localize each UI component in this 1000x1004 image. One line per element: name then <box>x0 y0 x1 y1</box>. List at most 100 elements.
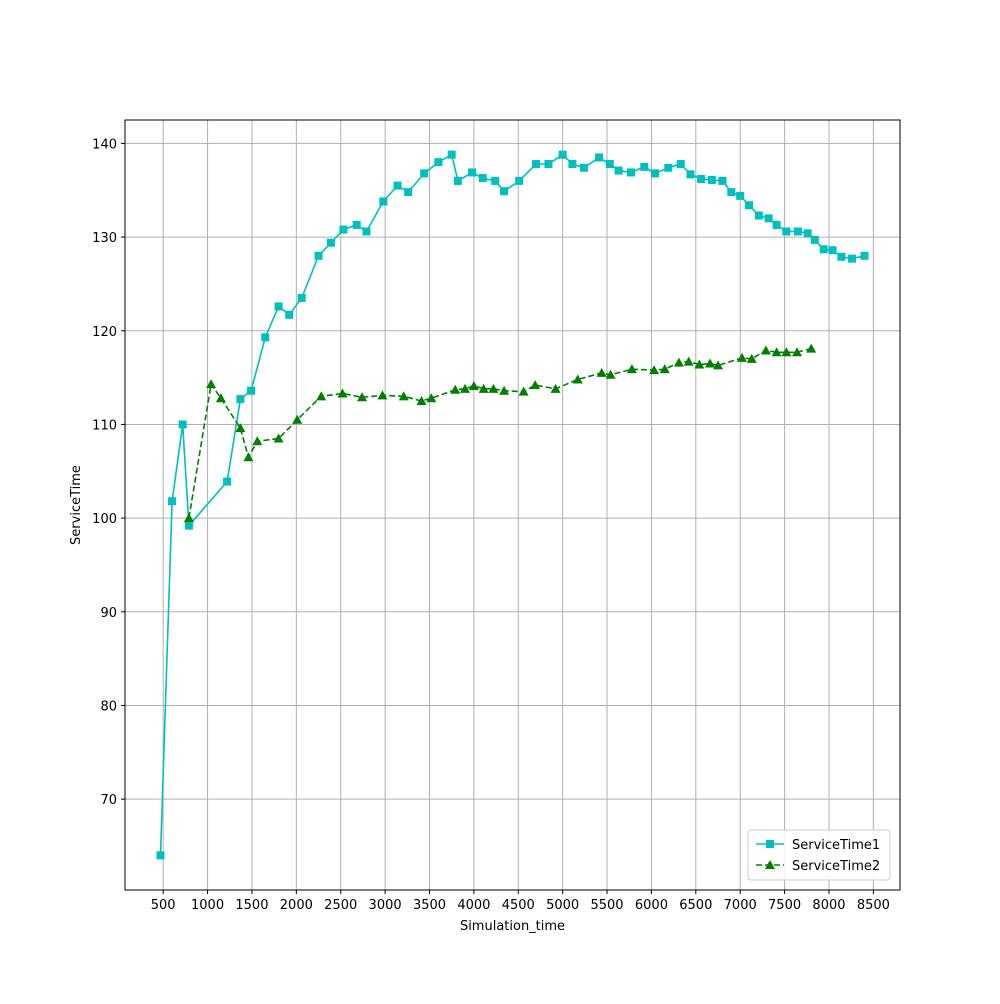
series-1-point <box>532 160 541 169</box>
series-1-point <box>558 150 567 159</box>
series-1-point <box>393 181 402 190</box>
series-1-point <box>339 225 348 234</box>
legend-entry-1: ServiceTime1 <box>756 838 880 853</box>
series-1-point <box>156 851 165 860</box>
series-2-point <box>252 436 263 446</box>
series-1-point <box>605 160 614 169</box>
series-1-point <box>223 477 232 486</box>
series-1-point <box>178 420 187 429</box>
x-tick-label: 3000 <box>369 898 402 913</box>
x-tick-label: 3500 <box>413 898 446 913</box>
series-2-point <box>183 513 194 523</box>
series-1-point <box>544 160 553 169</box>
series-2-point <box>605 369 616 379</box>
plot-frame <box>124 119 901 891</box>
series-2-point <box>426 393 437 403</box>
series-1-point <box>828 246 837 255</box>
x-axis-label: Simulation_time <box>460 919 565 934</box>
series-1-point <box>676 160 685 169</box>
legend-label: ServiceTime1 <box>792 838 880 853</box>
series-1-point <box>515 176 524 185</box>
x-tick-label: 7000 <box>724 898 757 913</box>
series-2-point <box>760 345 771 355</box>
tick-layer: 500 1000 1500 2000 2500 3000 3500 4000 4500 5000 5… <box>92 137 890 913</box>
series-2-point <box>398 391 409 401</box>
series-2-line <box>188 347 812 519</box>
series-1-point <box>468 168 477 177</box>
series-2-point <box>596 367 607 377</box>
series-2-point <box>705 358 716 368</box>
y-tick-label: 130 <box>92 231 117 246</box>
legend-box <box>747 829 891 881</box>
series-1-point <box>718 176 727 185</box>
legend-marker <box>765 860 775 869</box>
series-2-point <box>488 383 499 393</box>
series-1-point <box>420 169 429 178</box>
series-1-point <box>614 166 623 175</box>
series-1 <box>156 150 869 860</box>
series-2-point <box>478 383 489 393</box>
series-1-point <box>793 227 802 236</box>
series-2-point <box>792 347 803 357</box>
x-tick-label: 6500 <box>679 898 712 913</box>
grid <box>125 120 900 890</box>
series-2-point <box>468 381 479 391</box>
x-tick-label: 2000 <box>280 898 313 913</box>
series-2-point <box>530 380 541 390</box>
series-1-point <box>772 220 781 229</box>
y-tick-label: 120 <box>92 325 117 340</box>
series-2-point <box>713 360 724 370</box>
series-1-point <box>686 170 695 179</box>
series-1-point <box>261 333 270 342</box>
y-axis-label: ServiceTime <box>69 465 84 545</box>
series-1-point <box>810 235 819 244</box>
series-2-point <box>572 374 583 384</box>
series-1-point <box>745 201 754 210</box>
series-1-point <box>595 153 604 162</box>
series-1-point <box>404 188 413 197</box>
series-1-point <box>707 175 716 184</box>
series-2-point <box>550 383 561 393</box>
x-tick-label: 1000 <box>191 898 224 913</box>
series-1-point <box>727 188 736 197</box>
series-1-line <box>159 153 865 856</box>
series-2-point <box>243 452 254 462</box>
series-1-point <box>236 395 245 404</box>
series-1-point <box>168 497 177 506</box>
series-1-point <box>297 293 306 302</box>
x-tick-label: 4500 <box>502 898 535 913</box>
series-2-point <box>683 356 694 366</box>
series-1-point <box>664 163 673 172</box>
series-2-point <box>649 365 660 375</box>
series-2 <box>183 343 817 523</box>
x-tick-label: 5500 <box>590 898 623 913</box>
series-1-point <box>500 187 509 196</box>
series-2-point <box>337 388 348 398</box>
series-2-point <box>235 423 246 433</box>
y-tick-label: 140 <box>92 137 117 152</box>
series-1-point <box>627 168 636 177</box>
x-tick-label: 7500 <box>768 898 801 913</box>
series-2-point <box>771 347 782 357</box>
series-1-point <box>837 252 846 261</box>
series-1-point <box>285 310 294 319</box>
legend-marker <box>766 840 774 848</box>
series-2-point <box>316 391 327 401</box>
series-1-point <box>352 220 361 229</box>
series-1-point <box>247 386 256 395</box>
series-2-point <box>746 353 757 363</box>
series-2-point <box>450 384 461 394</box>
series-1-point <box>453 176 462 185</box>
series-2-point <box>357 392 368 402</box>
series-1-point <box>491 176 500 185</box>
series-1-point <box>434 158 443 167</box>
x-tick-label: 4000 <box>457 898 490 913</box>
y-tick-label: 80 <box>100 699 117 714</box>
series-1-point <box>697 175 706 184</box>
series-2-point <box>206 379 217 389</box>
legend-entry-2: ServiceTime2 <box>756 859 880 874</box>
legend-label: ServiceTime2 <box>792 859 880 874</box>
series-2-point <box>694 359 705 369</box>
